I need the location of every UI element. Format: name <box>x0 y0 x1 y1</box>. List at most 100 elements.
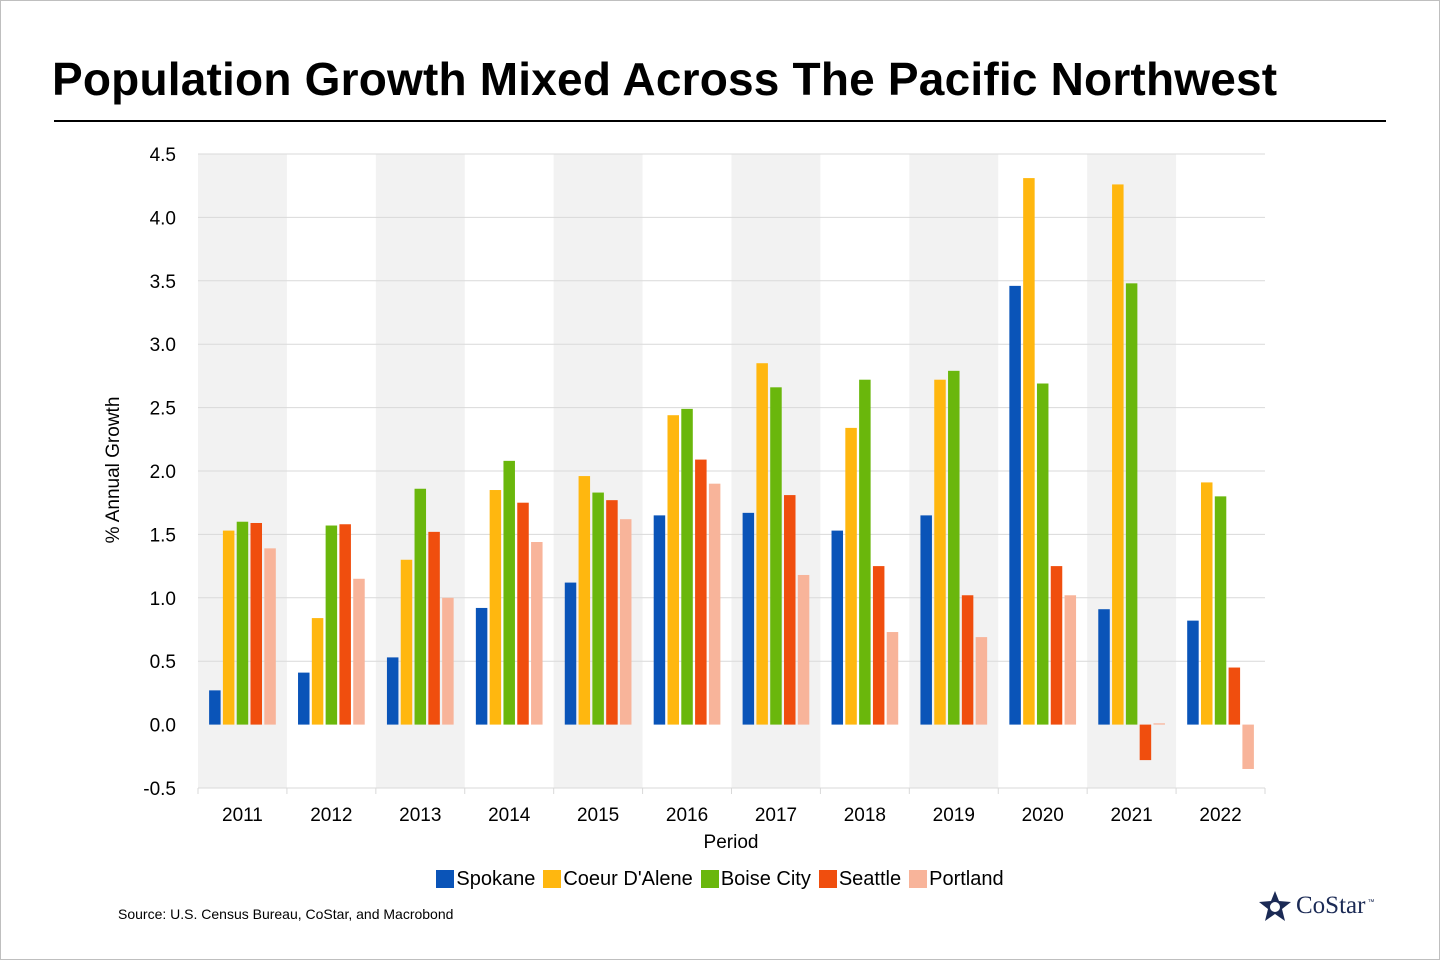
bar-boise-city <box>236 521 249 725</box>
bar-coeur-d-alene <box>845 427 857 725</box>
y-tick-label: -0.5 <box>143 779 176 800</box>
chart-legend: Spokane Coeur D'Alene Boise City Seattle Por… <box>0 866 1440 892</box>
bar-spokane <box>564 582 577 725</box>
bar-spokane <box>1187 620 1199 725</box>
x-tick-label: 2020 <box>1022 805 1064 826</box>
bar-portland <box>797 574 810 725</box>
bar-boise-city <box>859 379 871 725</box>
x-tick-label: 2015 <box>577 805 619 826</box>
bar-seattle <box>1139 724 1152 761</box>
bar-seattle <box>339 524 351 725</box>
x-tick-label: 2021 <box>1110 805 1152 826</box>
bar-spokane <box>742 512 755 725</box>
bar-boise-city <box>1214 496 1227 725</box>
x-tick-label: 2017 <box>755 805 797 826</box>
costar-logo: CoStar ™ <box>1258 890 1374 922</box>
bars <box>209 178 1254 769</box>
legend-swatch <box>700 870 719 888</box>
legend-label: Coeur D'Alene <box>563 867 693 890</box>
bar-boise-city <box>503 460 515 725</box>
bar-boise-city <box>770 387 782 725</box>
costar-star-icon <box>1259 891 1291 921</box>
bar-spokane <box>920 515 932 725</box>
legend-label: Seattle <box>838 867 902 890</box>
legend-item: Spokane <box>436 868 535 891</box>
y-tick-label: 1.5 <box>150 525 176 546</box>
bar-coeur-d-alene <box>756 363 768 725</box>
legend-label: Portland <box>929 867 1004 890</box>
bar-seattle <box>784 495 796 725</box>
bar-seattle <box>1228 667 1241 725</box>
bar-seattle <box>961 595 974 725</box>
legend-item: Portland <box>909 868 1004 891</box>
y-tick-label: 2.0 <box>150 462 176 483</box>
bar-boise-city <box>325 525 338 725</box>
y-axis-title: % Annual Growth <box>103 397 124 544</box>
bar-coeur-d-alene <box>400 559 413 725</box>
y-axis-ticks: -0.5 0.0 0.5 1.0 1.5 2.0 2.5 3.0 3.5 4.0 4.5 <box>143 145 176 800</box>
x-tick-label: 2012 <box>310 805 352 826</box>
logo-trademark: ™ <box>1367 898 1375 906</box>
bar-seattle <box>517 502 529 725</box>
y-tick-label: 3.0 <box>150 335 176 356</box>
x-axis-title: Period <box>704 832 759 853</box>
bar-seattle <box>606 500 618 725</box>
bar-coeur-d-alene <box>578 476 591 725</box>
bar-boise-city <box>1125 283 1138 725</box>
bar-spokane <box>831 530 844 725</box>
legend-swatch <box>543 870 562 888</box>
legend-swatch <box>818 870 837 888</box>
bar-portland <box>619 519 632 725</box>
bar-coeur-d-alene <box>489 490 502 725</box>
bar-portland <box>1064 595 1077 725</box>
legend-item: Boise City <box>700 867 811 891</box>
bar-spokane <box>475 607 488 725</box>
chart-title: Population Growth Mixed Across The Pacif… <box>52 53 1278 105</box>
legend-item: Seattle <box>818 867 902 891</box>
bar-seattle <box>872 566 885 725</box>
bar-portland <box>975 637 988 725</box>
x-tick-label: 2013 <box>399 805 441 826</box>
bar-coeur-d-alene <box>311 618 324 725</box>
bar-portland <box>353 578 365 725</box>
x-tick-label: 2011 <box>222 805 263 826</box>
legend-item: Coeur D'Alene <box>543 867 693 891</box>
y-tick-label: 4.0 <box>150 208 176 229</box>
y-tick-label: 3.5 <box>150 272 176 293</box>
bar-seattle <box>695 459 707 725</box>
legend-label: Boise City <box>720 867 811 890</box>
bar-portland <box>264 548 276 725</box>
bar-portland <box>1153 723 1165 725</box>
bar-seattle <box>1050 566 1063 725</box>
bar-spokane <box>209 690 221 725</box>
bar-coeur-d-alene <box>667 415 679 725</box>
bar-boise-city <box>948 370 960 725</box>
bar-portland <box>886 632 899 725</box>
bar-boise-city <box>681 408 693 725</box>
bar-spokane <box>386 657 399 725</box>
bar-spokane <box>653 515 666 725</box>
bar-spokane <box>298 672 310 725</box>
bar-seattle <box>428 531 440 725</box>
y-tick-label: 0.0 <box>150 716 176 737</box>
bar-spokane <box>1098 609 1110 725</box>
x-tick-label: 2019 <box>933 805 975 826</box>
bar-coeur-d-alene <box>222 530 235 725</box>
y-tick-label: 4.5 <box>150 145 176 166</box>
title-underline <box>54 120 1386 122</box>
y-tick-label: 1.0 <box>150 589 176 610</box>
legend-label: Spokane <box>456 867 536 890</box>
y-tick-label: 0.5 <box>150 652 176 673</box>
x-axis: 2011 2012 2013 2014 2015 2016 2017 2018 2019 2020… <box>197 787 1266 826</box>
bar-boise-city <box>1036 383 1049 725</box>
x-tick-label: 2022 <box>1199 805 1241 826</box>
y-tick-label: 2.5 <box>150 399 176 420</box>
gridlines <box>198 153 1265 662</box>
legend-swatch <box>909 870 928 888</box>
bar-boise-city <box>414 488 427 725</box>
x-tick-label: 2016 <box>666 805 708 826</box>
x-tick-label: 2018 <box>844 805 886 826</box>
bar-boise-city <box>592 492 604 725</box>
bar-portland <box>531 542 543 725</box>
